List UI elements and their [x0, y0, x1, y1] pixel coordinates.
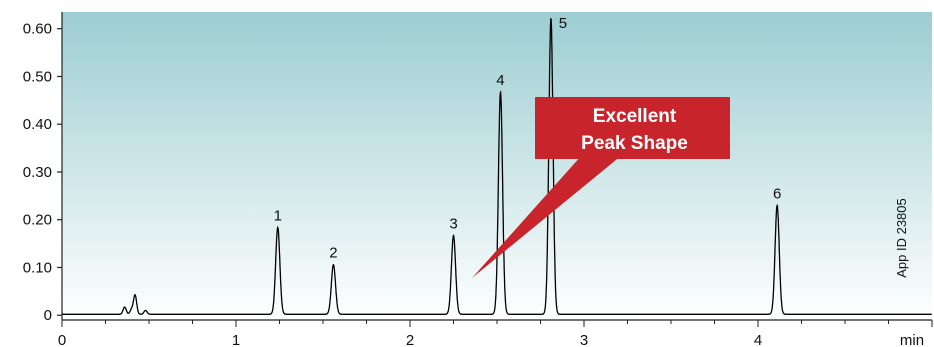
x-tick-label: 0 — [58, 332, 66, 347]
y-tick-label: 0 — [44, 307, 52, 324]
peak-label: 4 — [496, 72, 504, 89]
peak-label: 5 — [559, 15, 567, 32]
y-tick-label: 0.10 — [23, 259, 52, 276]
peak-label: 6 — [773, 185, 781, 202]
x-tick-label: 4 — [754, 332, 762, 347]
y-tick-label: 0.30 — [23, 164, 52, 181]
x-tick-label: 1 — [232, 332, 240, 347]
callout-text-line1: Excellent — [593, 106, 677, 127]
peak-label: 3 — [449, 215, 457, 232]
x-tick-label: 3 — [580, 332, 588, 347]
peak-label: 1 — [274, 207, 282, 224]
y-tick-label: 0.50 — [23, 68, 52, 85]
x-axis-label: min — [900, 332, 924, 347]
y-tick-label: 0.60 — [23, 21, 52, 38]
callout-pointer — [472, 155, 622, 278]
peak-label: 2 — [329, 245, 337, 262]
callout-text-line2: Peak Shape — [581, 133, 688, 154]
peak-labels: 1 2 3 4 5 6 — [274, 15, 782, 262]
x-tick-label: 2 — [406, 332, 414, 347]
x-axis: 0 1 2 3 4 min — [58, 319, 933, 347]
app-id-label: App ID 23805 — [894, 198, 909, 278]
y-tick-label: 0.20 — [23, 212, 52, 229]
chromatogram-trace — [62, 18, 932, 315]
excellent-peak-shape-callout: Excellent Peak Shape — [472, 97, 730, 278]
callout-box — [535, 97, 730, 159]
y-axis: 0 0.10 0.20 0.30 0.40 0.50 0.60 — [23, 12, 63, 324]
y-tick-label: 0.40 — [23, 116, 52, 133]
